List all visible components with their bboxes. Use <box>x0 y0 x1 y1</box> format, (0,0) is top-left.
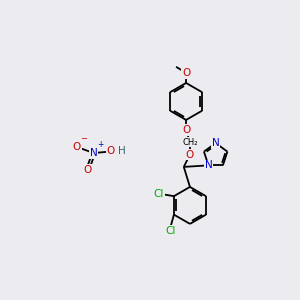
Text: +: + <box>97 140 103 149</box>
Text: O: O <box>182 125 190 135</box>
Text: N: N <box>205 160 212 170</box>
Text: −: − <box>81 134 88 143</box>
Text: Cl: Cl <box>165 226 175 236</box>
Text: Cl: Cl <box>153 189 164 199</box>
Text: O: O <box>182 68 190 78</box>
Text: O: O <box>186 150 194 160</box>
Text: CH₂: CH₂ <box>183 138 199 147</box>
Text: O: O <box>83 165 92 175</box>
Text: N: N <box>212 138 220 148</box>
Text: H: H <box>118 146 126 157</box>
Text: N: N <box>205 160 212 170</box>
Text: O: O <box>106 146 115 157</box>
Text: N: N <box>90 148 98 158</box>
Text: O: O <box>73 142 81 152</box>
